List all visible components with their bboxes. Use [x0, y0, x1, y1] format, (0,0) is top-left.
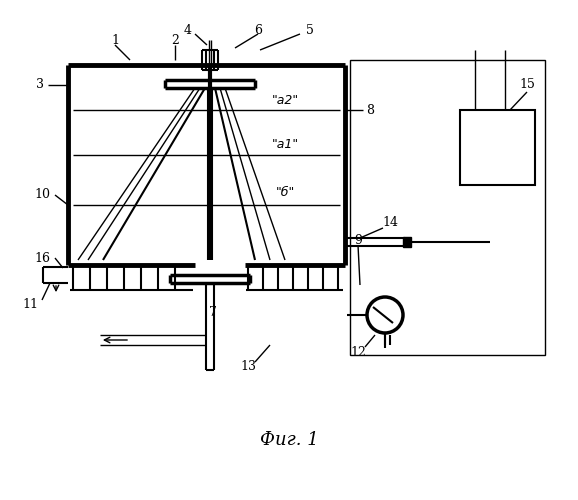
Text: 8: 8: [366, 104, 374, 117]
Text: 9: 9: [354, 234, 362, 246]
Text: "а2": "а2": [272, 94, 299, 106]
Text: "а1": "а1": [272, 138, 299, 151]
Text: 1: 1: [111, 34, 119, 46]
Text: 14: 14: [382, 216, 398, 228]
Text: 10: 10: [34, 188, 50, 202]
Text: 7: 7: [209, 306, 217, 318]
Text: 11: 11: [22, 298, 38, 312]
Text: Фиг. 1: Фиг. 1: [260, 431, 318, 449]
Text: 15: 15: [519, 78, 535, 92]
Bar: [460, 110, 535, 185]
Bar: [350, 60, 545, 355]
Text: 6: 6: [254, 24, 262, 36]
Text: "б": "б": [275, 186, 295, 198]
Text: 16: 16: [34, 252, 50, 264]
Text: 12: 12: [350, 346, 366, 358]
Text: 4: 4: [184, 24, 192, 36]
Text: 2: 2: [171, 34, 179, 46]
Text: 5: 5: [306, 24, 314, 36]
Bar: [403, 237, 411, 247]
Text: 13: 13: [240, 360, 256, 374]
Text: 3: 3: [36, 78, 44, 92]
